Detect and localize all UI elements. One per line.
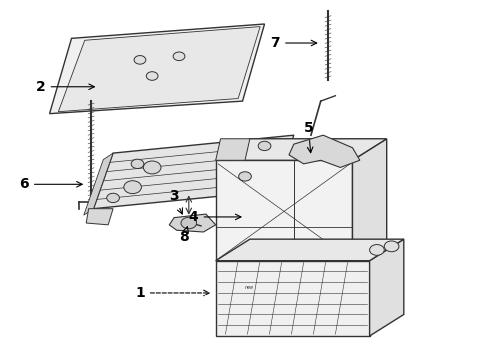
Polygon shape [216, 160, 352, 261]
Polygon shape [262, 187, 289, 207]
Polygon shape [169, 214, 216, 232]
Circle shape [134, 55, 146, 64]
Circle shape [107, 193, 120, 203]
Circle shape [131, 159, 144, 168]
Text: 5: 5 [304, 121, 314, 153]
Polygon shape [216, 261, 369, 336]
Circle shape [384, 241, 399, 252]
Circle shape [147, 72, 158, 80]
Polygon shape [94, 135, 294, 209]
Text: nee: nee [245, 285, 254, 291]
Polygon shape [49, 24, 265, 114]
Text: 7: 7 [270, 36, 317, 50]
Circle shape [144, 161, 161, 174]
Polygon shape [369, 239, 404, 336]
Text: 6: 6 [19, 177, 82, 191]
Polygon shape [216, 139, 250, 160]
Polygon shape [84, 153, 113, 215]
Circle shape [239, 172, 251, 181]
Circle shape [124, 181, 142, 194]
Text: 8: 8 [179, 227, 189, 244]
Text: 4: 4 [189, 210, 241, 224]
Circle shape [181, 217, 196, 229]
Text: 3: 3 [170, 189, 182, 214]
Text: 1: 1 [135, 286, 209, 300]
Polygon shape [289, 135, 360, 167]
Polygon shape [58, 27, 260, 112]
Polygon shape [216, 139, 387, 160]
Polygon shape [216, 239, 404, 261]
Polygon shape [86, 209, 113, 225]
Polygon shape [352, 139, 387, 261]
Text: 2: 2 [36, 80, 95, 94]
Circle shape [173, 52, 185, 60]
Circle shape [369, 244, 384, 255]
Circle shape [258, 141, 271, 150]
